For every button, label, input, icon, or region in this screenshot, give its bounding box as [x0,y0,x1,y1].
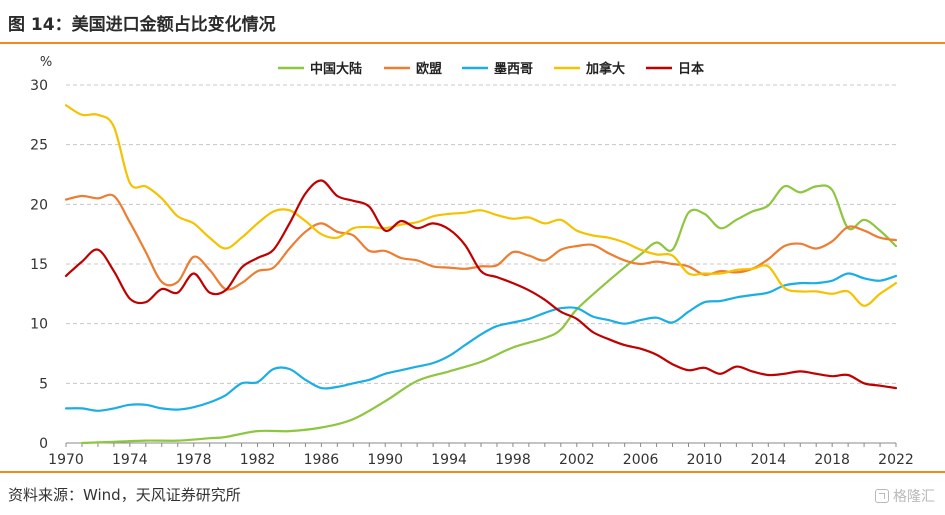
y-tick-label: 0 [39,436,48,452]
figure-title: 图 14：美国进口金额占比变化情况 [8,15,276,35]
x-tick-label: 1970 [48,452,84,468]
y-axis-tick-labels: 0 5 10 15 20 25 30 [30,78,48,452]
x-axis-tick-labels: 1970 1974 1978 1982 1986 1990 1994 1998 2002 2006… [48,452,914,468]
x-axis [65,442,897,447]
legend-label-4: 日本 [678,61,704,77]
x-tick-label: 2010 [687,452,723,468]
x-tick-label: 2022 [878,452,914,468]
y-tick-label: 30 [30,78,48,94]
gridlines [66,84,896,384]
y-tick-label: 5 [39,376,48,392]
series-line-2 [64,272,898,412]
x-tick-label: 1998 [495,452,531,468]
x-tick-label: 1974 [112,452,148,468]
source-note: 资料来源：Wind，天风证券研究所 [8,486,241,504]
watermark-logo-icon [875,489,889,503]
x-tick-label: 1990 [367,452,403,468]
legend: 中国大陆 欧盟 墨西哥 加拿大 日本 [278,61,704,77]
legend-label-3: 加拿大 [585,61,625,77]
x-tick-label: 1986 [304,452,340,468]
x-tick-label: 1982 [240,452,276,468]
x-tick-label: 1978 [176,452,212,468]
watermark: 格隆汇 [875,486,935,506]
series-line-4 [64,179,898,390]
top-rule [0,42,945,44]
y-tick-label: 20 [30,197,48,213]
series-lines [64,104,898,445]
y-tick-label: 25 [30,138,48,154]
y-axis-unit-label: % [40,55,52,70]
y-tick-label: 10 [30,317,48,333]
x-tick-label: 2014 [750,452,786,468]
x-tick-label: 2002 [559,452,595,468]
x-tick-label: 2006 [623,452,659,468]
watermark-text: 格隆汇 [893,489,935,505]
series-line-3 [64,104,898,307]
x-tick-label: 2018 [814,452,850,468]
x-tick-label: 1994 [431,452,467,468]
legend-label-2: 墨西哥 [494,61,533,77]
legend-label-0: 中国大陆 [310,61,362,77]
bottom-rule [0,471,945,473]
series-line-0 [80,184,898,445]
y-tick-label: 15 [30,257,48,273]
legend-label-1: 欧盟 [416,61,442,77]
